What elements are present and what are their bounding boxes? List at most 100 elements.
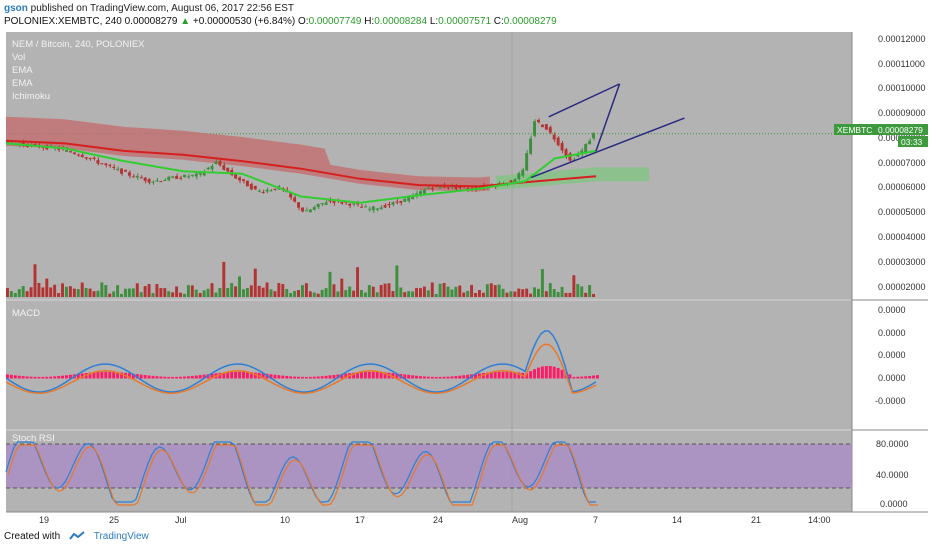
volume-bar	[399, 287, 403, 297]
open-value: 0.00007749	[308, 16, 362, 27]
volume-bar	[474, 293, 477, 297]
volume-bar	[363, 292, 367, 297]
volume-bar	[116, 285, 120, 297]
candle	[584, 144, 588, 153]
candle	[387, 203, 391, 206]
volume-bar	[37, 282, 41, 297]
candle	[84, 157, 88, 159]
signal-line	[5, 343, 597, 394]
volume-bar	[277, 283, 281, 297]
volume-bar	[568, 292, 572, 297]
macd-histogram-bar	[328, 375, 332, 379]
time-tick: 7	[593, 515, 598, 525]
close-label: C:	[493, 16, 504, 27]
volume-bar	[80, 282, 84, 297]
time-tick: 21	[751, 515, 761, 525]
candle	[222, 165, 226, 170]
legend-title: NEM / Bitcoin, 240, POLONIEX	[12, 39, 145, 50]
candle	[407, 197, 411, 201]
macd-histogram-bar	[596, 375, 599, 379]
macd-histogram-bar	[76, 373, 80, 379]
ichimoku-cloud-bearish	[6, 116, 490, 192]
macd-pane[interactable]	[6, 301, 852, 429]
macd-histogram-bar	[419, 376, 422, 379]
macd-histogram-bar	[285, 375, 289, 379]
legend-ichimoku[interactable]: Ichimoku	[12, 91, 50, 102]
volume-bar	[576, 283, 580, 297]
volume-bar	[198, 293, 202, 297]
volume-bar	[143, 286, 147, 297]
macd-histogram-bar	[175, 376, 179, 379]
price-tick: 0.00009000	[878, 108, 926, 118]
macd-histogram-bar	[572, 376, 576, 379]
candle	[218, 160, 222, 166]
volume-bar	[155, 284, 159, 297]
macd-histogram-bar	[458, 375, 462, 379]
candle	[242, 179, 245, 181]
candle	[293, 197, 297, 202]
trend-line	[530, 117, 685, 179]
macd-histogram-bar	[143, 375, 147, 379]
volume-bar	[194, 289, 198, 297]
time-tick: 14	[672, 515, 682, 525]
candle	[328, 200, 332, 202]
tradingview-link[interactable]: TradingView	[93, 531, 149, 542]
volume-bar	[422, 286, 426, 297]
macd-histogram-bar	[537, 367, 540, 379]
volume-bar	[202, 290, 206, 297]
price-axis[interactable]	[852, 32, 928, 512]
candle	[533, 121, 536, 136]
candle	[466, 188, 470, 190]
publish-info: published on TradingView.com, August 06,…	[30, 3, 295, 14]
volume-bar	[293, 290, 297, 297]
price-tick: 0.00006000	[878, 182, 926, 192]
candle	[257, 190, 261, 192]
candle	[371, 206, 375, 211]
volume-bar	[360, 289, 363, 297]
macd-histogram-bar	[320, 376, 324, 379]
candle	[92, 157, 96, 159]
volume-bar	[88, 288, 92, 297]
macd-histogram-bar	[324, 375, 328, 379]
macd-histogram-bar	[6, 374, 9, 379]
candle	[238, 177, 241, 181]
legend-vol[interactable]: Vol	[12, 52, 25, 63]
chart-area[interactable]: NEM / Bitcoin, 240, POLONIEX Vol EMA EMA…	[0, 30, 932, 530]
stoch-title[interactable]: Stoch RSI	[12, 433, 55, 444]
volume-bar	[308, 291, 312, 297]
macd-histogram-bar	[92, 372, 96, 379]
volume-bar	[340, 278, 344, 297]
macd-tick: 0.0000	[878, 350, 906, 360]
volume-bar	[206, 288, 210, 297]
price-pane[interactable]	[6, 32, 852, 299]
volume-bar	[17, 289, 21, 297]
price-tick: 0.00005000	[878, 207, 926, 217]
candle	[340, 202, 344, 204]
legend-ema-2[interactable]: EMA	[12, 78, 33, 89]
time-tick: 17	[355, 515, 365, 525]
volume-bar	[234, 286, 238, 297]
publisher-user[interactable]: gson	[4, 3, 28, 14]
macd-title[interactable]: MACD	[12, 308, 40, 319]
macd-histogram-bar	[41, 376, 45, 379]
legend-ema-1[interactable]: EMA	[12, 65, 33, 76]
macd-histogram-bar	[242, 371, 245, 379]
macd-histogram-bar	[96, 372, 100, 379]
macd-histogram-bar	[100, 371, 104, 379]
price-tick: 0.00002000	[878, 282, 926, 292]
macd-histogram-bar	[234, 371, 238, 379]
macd-histogram-bar	[525, 373, 529, 379]
volume-bar	[560, 286, 564, 297]
macd-histogram-bar	[183, 376, 186, 379]
candle	[568, 153, 572, 161]
macd-histogram-bar	[411, 375, 415, 379]
stoch-tick: 40.0000	[876, 470, 909, 480]
volume-bar	[580, 286, 584, 297]
macd-histogram-bar	[466, 374, 470, 379]
volume-bar	[210, 283, 214, 297]
candle	[112, 166, 116, 168]
volume-bar	[289, 292, 293, 297]
macd-histogram-bar	[9, 374, 13, 379]
volume-bar	[57, 293, 61, 297]
volume-bar	[336, 291, 340, 297]
